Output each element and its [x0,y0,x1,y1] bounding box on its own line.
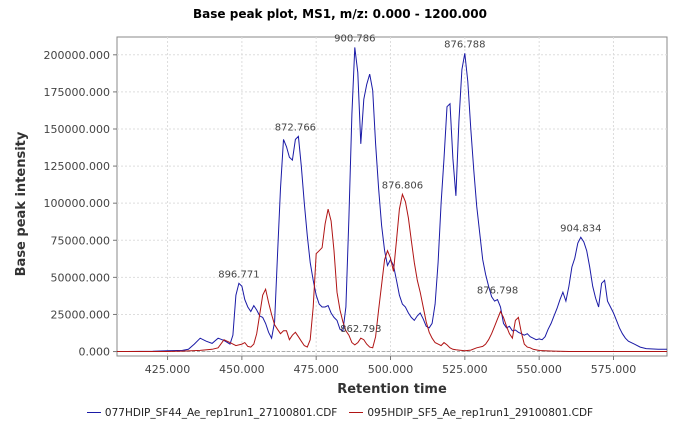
legend-label: 095HDIP_SF5_Ae_rep1run1_29100801.CDF [367,406,594,419]
legend: 077HDIP_SF44_Ae_rep1run1_27100801.CDF 095… [0,404,680,419]
series-line-1 [116,47,667,352]
series-line-2 [117,192,667,352]
legend-swatch [349,412,364,413]
x-tick-label: 525.000 [442,363,488,376]
y-axis-label: Base peak intensity [14,131,29,276]
y-axis-ticks: 0.000 25000.000 50000.000 75000.000 100000.0… [44,49,117,359]
legend-item: 077HDIP_SF44_Ae_rep1run1_27100801.CDF [86,406,338,419]
legend-label: 077HDIP_SF44_Ae_rep1run1_27100801.CDF [104,406,338,419]
legend-swatch [86,412,101,413]
x-tick-label: 500.000 [368,363,414,376]
peak-labels: 900.786 876.788 872.766 876.806 904.834 896.7… [218,33,601,335]
peak-label: 872.766 [275,122,316,133]
x-tick-label: 575.000 [591,363,637,376]
x-tick-label: 475.000 [293,363,339,376]
peak-label: 862.793 [340,324,381,335]
y-tick-label: 50000.000 [51,271,111,284]
y-tick-label: 125000.000 [44,160,110,173]
x-axis-ticks: 425.000 450.000 475.000 500.000 525.000 550.0… [145,356,636,376]
peak-label: 896.771 [218,269,259,280]
x-tick-label: 550.000 [516,363,562,376]
plot-area [116,36,668,357]
y-tick-label: 200000.000 [44,49,110,62]
peak-label: 876.788 [444,39,485,50]
y-tick-label: 75000.000 [51,234,111,247]
x-tick-label: 450.000 [219,363,265,376]
y-tick-label: 175000.000 [44,86,110,99]
chart-title: Base peak plot, MS1, m/z: 0.000 - 1200.0… [193,7,487,21]
x-axis-label: Retention time [337,382,447,397]
peak-label: 876.806 [382,180,423,191]
peak-label: 900.786 [334,33,375,44]
peak-label: 876.798 [477,286,518,297]
x-tick-label: 425.000 [145,363,191,376]
y-tick-label: 25000.000 [51,308,111,321]
peak-label: 904.834 [560,223,601,234]
series-layer [116,47,667,352]
legend-item: 095HDIP_SF5_Ae_rep1run1_29100801.CDF [349,407,593,419]
y-tick-label: 0.000 [79,346,111,359]
grid-lines [117,37,667,356]
y-tick-label: 150000.000 [44,123,110,136]
y-tick-label: 100000.000 [44,197,110,210]
